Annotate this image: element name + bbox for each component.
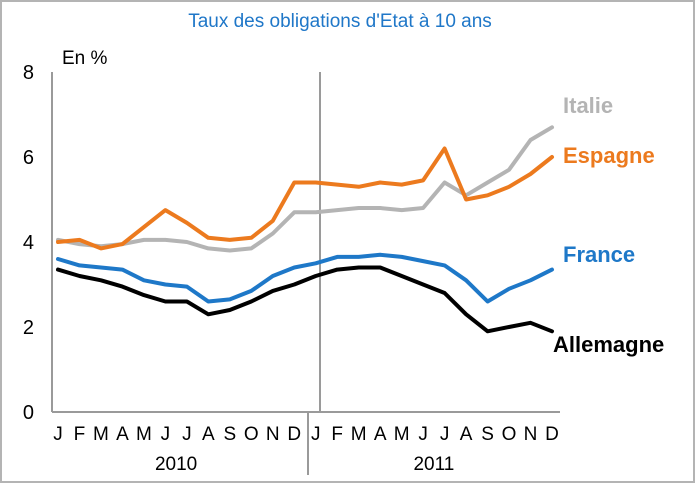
y-tick-label: 4 (23, 232, 34, 254)
series-line-espagne (56, 146, 554, 251)
month-label: F (74, 424, 86, 445)
series-lines (56, 125, 554, 334)
y-tick-labels: 0 2 4 6 8 (23, 62, 34, 424)
month-label: J (440, 424, 450, 445)
month-label: O (502, 424, 517, 445)
y-tick-label: 6 (23, 147, 34, 169)
year-label: 2011 (413, 454, 454, 475)
month-label: J (53, 424, 63, 445)
series-label-espagne: Espagne (563, 143, 655, 168)
month-label: O (244, 424, 259, 445)
month-label: D (545, 424, 559, 445)
series-label-france: France (563, 242, 635, 267)
month-label: A (460, 424, 473, 445)
month-label: M (351, 424, 367, 445)
month-label: J (161, 424, 171, 445)
month-label: S (481, 424, 494, 445)
month-label: M (93, 424, 109, 445)
month-label: J (182, 424, 192, 445)
series-line-italie (56, 125, 554, 253)
series-label-allemagne: Allemagne (553, 332, 664, 357)
series-line-france (56, 252, 554, 304)
month-label: D (287, 424, 301, 445)
series-labels: Italie Espagne France Allemagne (553, 93, 664, 357)
month-label: N (266, 424, 280, 445)
month-label: M (394, 424, 410, 445)
year-labels: 2010 2011 (155, 454, 454, 475)
month-label: A (374, 424, 387, 445)
month-label: M (136, 424, 152, 445)
month-label: A (116, 424, 129, 445)
month-label: S (223, 424, 236, 445)
y-tick-label: 8 (23, 62, 34, 84)
y-tick-label: 2 (23, 317, 34, 339)
y-tick-label: 0 (23, 402, 34, 424)
month-label: J (311, 424, 321, 445)
year-label: 2010 (155, 454, 197, 475)
series-label-italie: Italie (563, 93, 613, 118)
month-label: A (202, 424, 215, 445)
month-label: N (524, 424, 538, 445)
y-axis-unit-label: En % (62, 48, 108, 69)
chart-title: Taux des obligations d'Etat à 10 ans (188, 11, 492, 32)
series-line-allemagne (56, 265, 554, 334)
month-label: J (418, 424, 428, 445)
month-label: F (331, 424, 343, 445)
